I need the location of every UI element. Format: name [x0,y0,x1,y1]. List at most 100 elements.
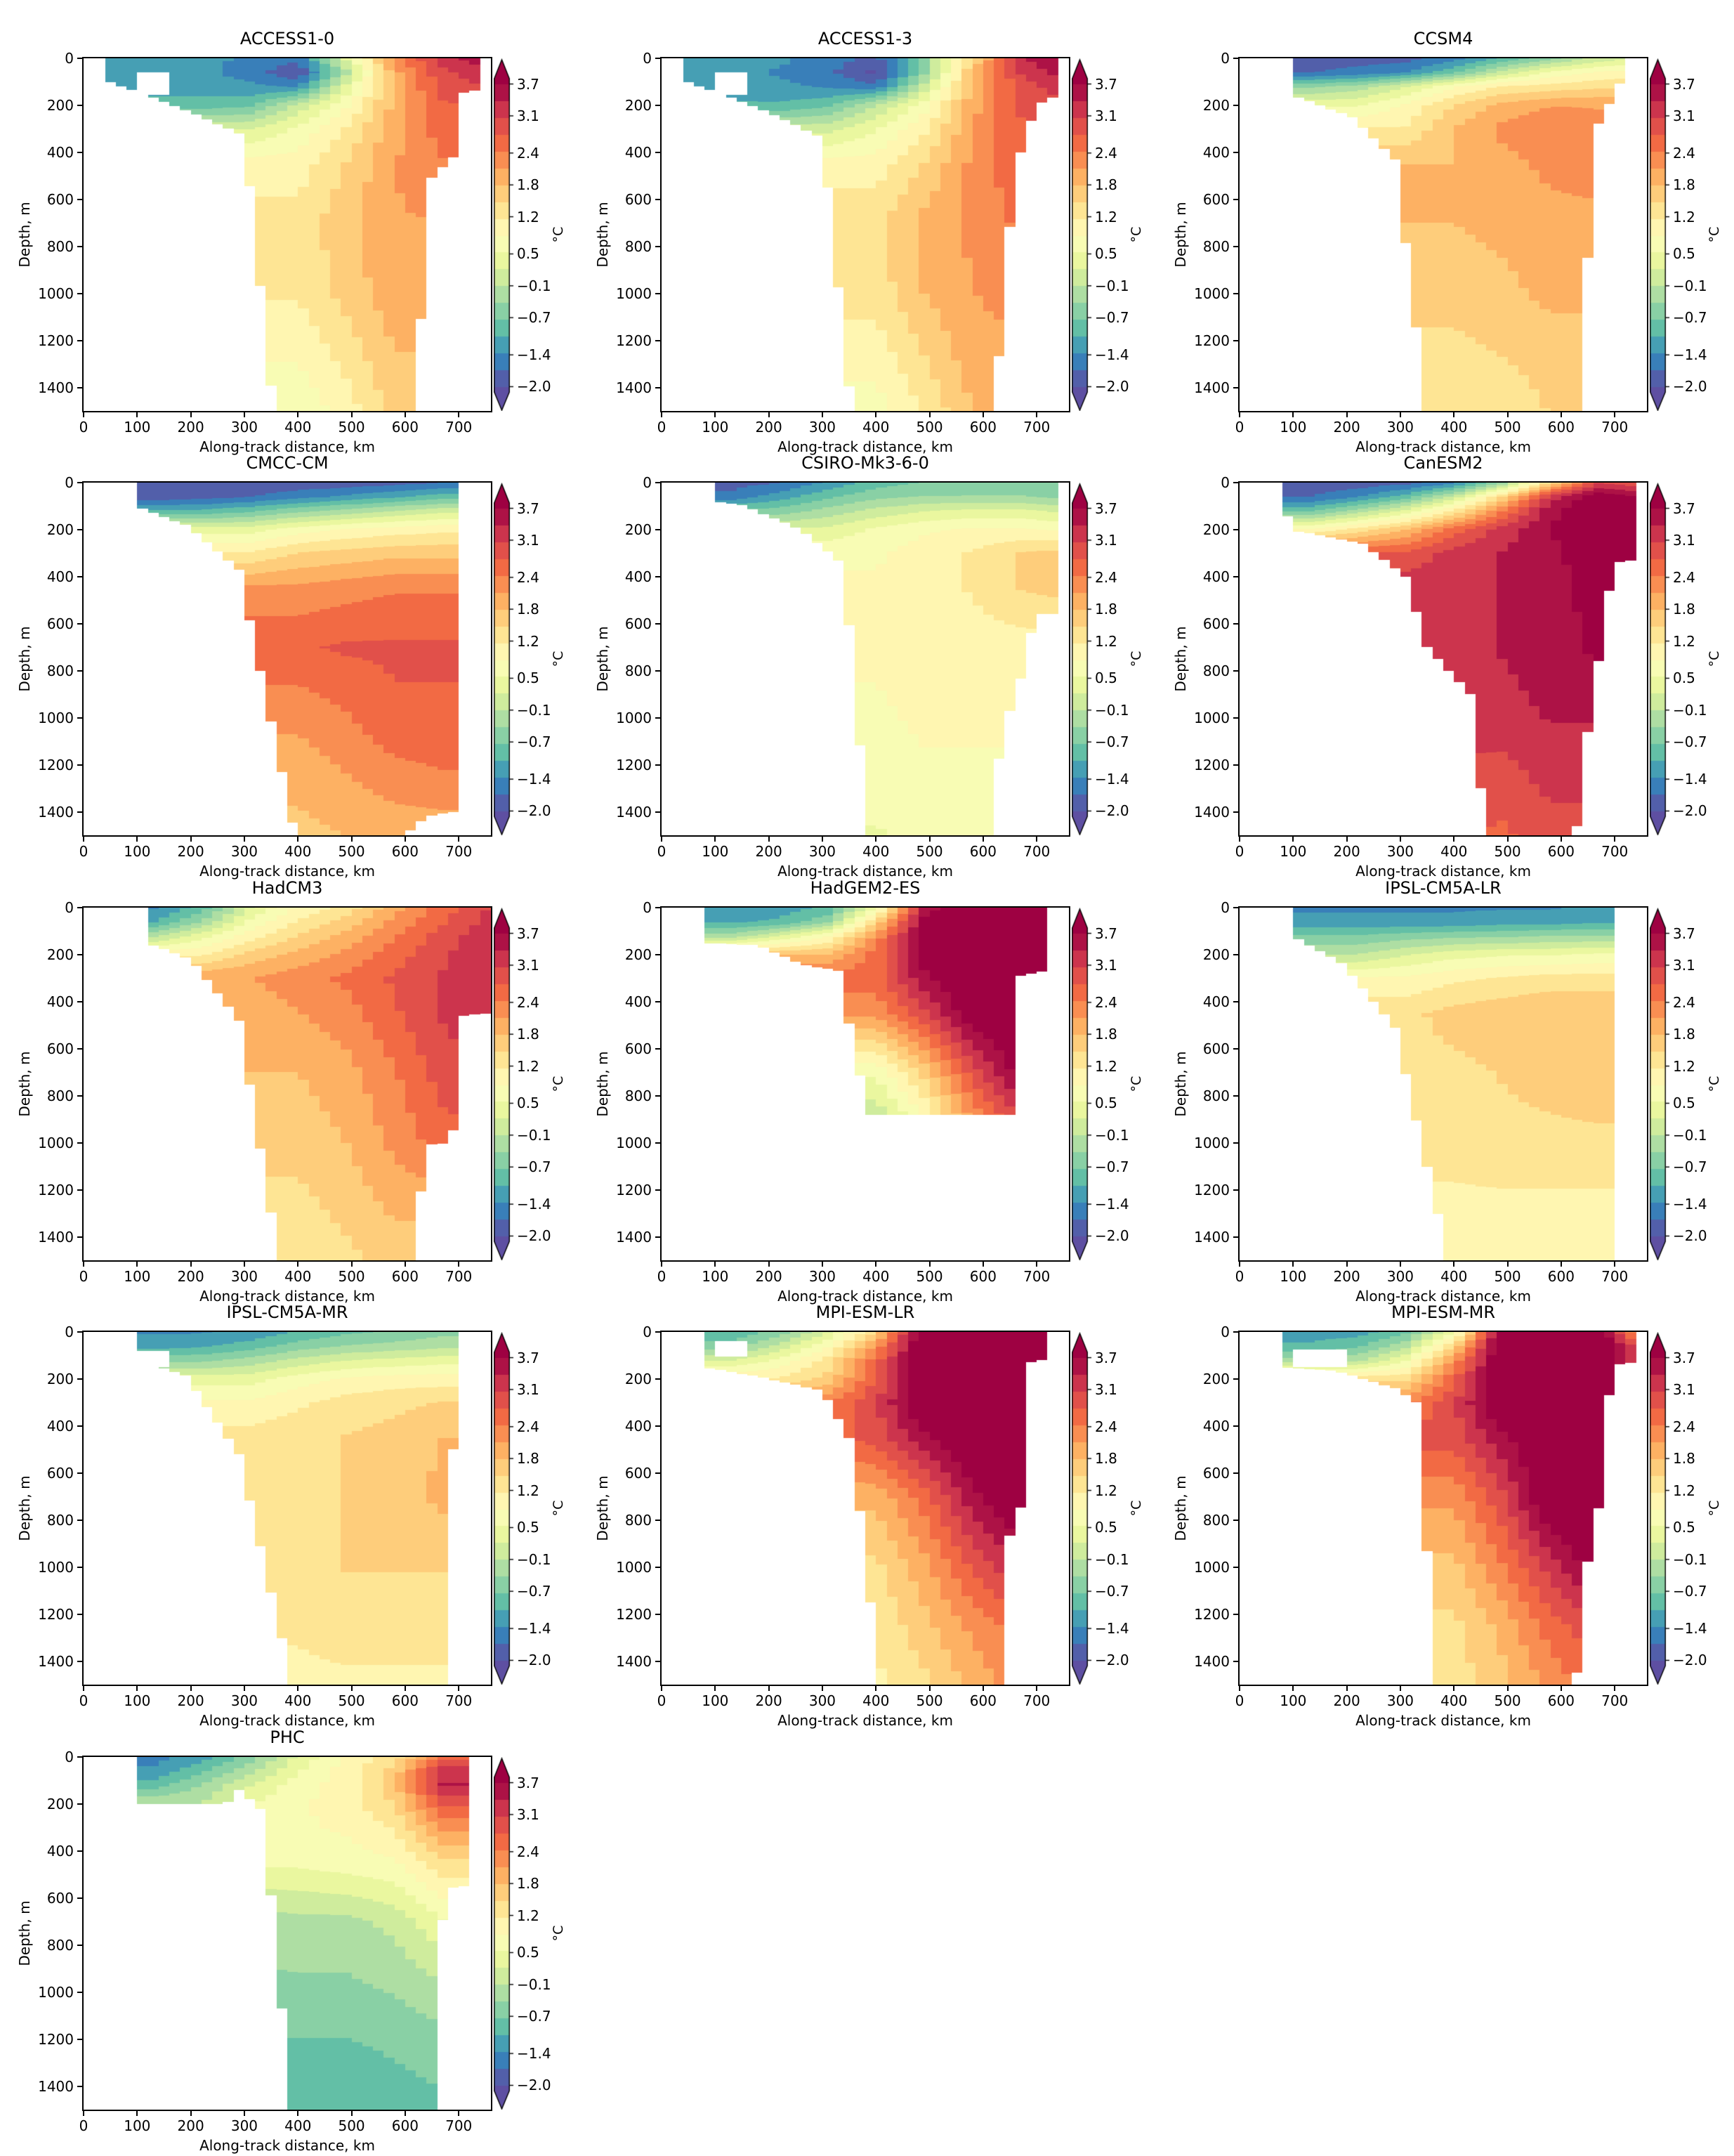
x-tick-mark [1292,412,1294,417]
y-tick-label: 0 [643,50,652,67]
x-tick-mark [768,1262,770,1267]
colorbar-tick-label: 1.8 [517,1450,539,1468]
colorbar-tick-label: 3.7 [517,925,539,942]
x-tick-mark [768,837,770,842]
colorbar-tick-label: 0.5 [1095,1095,1117,1112]
y-tick-mark [77,1944,82,1946]
y-tick-label: 200 [46,1370,74,1387]
x-tick-label: 300 [230,843,258,860]
x-tick-mark [1560,412,1562,417]
y-tick-label: 600 [624,1464,652,1482]
x-tick-mark [458,2111,460,2116]
x-tick-label: 500 [1494,419,1521,436]
x-tick-label: 100 [702,419,729,436]
x-tick-mark [1506,837,1509,842]
x-tick-mark [1292,837,1294,842]
y-tick-label: 1000 [616,1558,652,1576]
x-tick-mark [714,837,716,842]
colorbar-tick-label: 2.4 [1095,993,1117,1011]
x-tick-label: 400 [862,419,890,436]
x-axis-label: Along-track distance, km [1355,863,1531,880]
colorbar-tick-label: 1.2 [517,1907,539,1924]
y-tick-mark [655,245,660,247]
colorbar-tick-label: −0.7 [1673,1583,1707,1600]
y-tick-label: 200 [624,96,652,114]
x-tick-label: 700 [445,419,473,436]
y-axis-label: Depth, m [1172,626,1189,692]
x-tick-label: 500 [338,1692,365,1709]
colorbar-tick-label: 0.5 [1673,245,1695,263]
y-tick-mark [77,1000,82,1002]
colorbar-tick-label: 3.1 [1095,107,1117,124]
x-tick-mark [1036,1686,1038,1691]
colorbar-tick-label: 1.8 [1095,1450,1117,1468]
y-tick-mark [77,622,82,625]
y-tick-label: 200 [624,1370,652,1387]
colorbar-tick-label: 0.5 [1673,1095,1695,1112]
y-tick-label: 1400 [616,1228,652,1246]
colorbar-tick-label: −0.1 [517,701,551,719]
x-tick-label: 500 [916,419,943,436]
colorbar-tick-label: 1.2 [1673,208,1695,226]
colorbar-tick-label: −0.7 [517,1583,551,1600]
colorbar [1072,1332,1093,1685]
y-tick-mark [77,1378,82,1380]
y-tick-label: 800 [624,662,652,679]
colorbar-tick-label: −2.0 [517,1227,551,1245]
y-tick-label: 1200 [38,756,74,773]
x-tick-mark [1346,1262,1348,1267]
colorbar-unit-label: °C [1129,1500,1144,1517]
y-tick-label: 1000 [38,709,74,726]
x-tick-label: 0 [1235,843,1244,860]
x-tick-mark [83,1262,84,1267]
y-tick-label: 400 [624,568,652,585]
y-tick-mark [1233,58,1238,59]
y-tick-mark [77,1756,82,1758]
colorbar-tick-label: −0.1 [1095,1126,1129,1144]
x-tick-label: 0 [1235,419,1244,436]
y-tick-label: 400 [1202,568,1230,585]
y-tick-label: 1000 [38,285,74,302]
x-tick-mark [768,412,770,417]
y-tick-label: 800 [46,1511,74,1529]
y-tick-label: 1000 [1194,709,1230,726]
y-tick-label: 0 [1221,474,1230,491]
y-tick-mark [655,528,660,530]
y-tick-mark [1233,811,1238,813]
x-tick-label: 400 [284,2117,312,2134]
x-tick-label: 700 [1601,419,1629,436]
x-tick-mark [404,2111,406,2116]
y-tick-label: 400 [46,993,74,1010]
x-tick-mark [243,1686,245,1691]
y-tick-label: 1000 [38,1134,74,1151]
y-tick-mark [1233,622,1238,625]
colorbar-tick-label: −0.1 [1095,701,1129,719]
x-tick-mark [875,1262,877,1267]
x-tick-label: 200 [755,843,782,860]
colorbar-tick-label: 2.4 [1673,568,1695,586]
y-tick-mark [77,198,82,200]
x-tick-label: 0 [79,843,88,860]
y-tick-mark [655,1566,660,1568]
y-axis-label: Depth, m [16,626,33,692]
x-tick-label: 700 [445,2117,473,2134]
y-tick-mark [1233,1095,1238,1097]
colorbar-tick-label: −0.1 [1673,1126,1707,1144]
x-tick-label: 400 [1440,843,1468,860]
x-tick-label: 200 [755,1268,782,1285]
x-tick-mark [1506,1686,1509,1691]
y-tick-mark [1233,1189,1238,1191]
x-tick-mark [404,1262,406,1267]
y-axis-label: Depth, m [1172,202,1189,268]
y-axis-label: Depth, m [594,1475,611,1541]
y-tick-mark [655,198,660,200]
colorbar [1072,908,1093,1260]
x-tick-mark [458,837,460,842]
x-tick-mark [821,412,823,417]
x-tick-mark [714,1686,716,1691]
y-tick-label: 800 [1202,1511,1230,1529]
colorbar-tick-label: −0.7 [1095,1158,1129,1176]
colorbar-tick-label: 1.8 [517,1026,539,1043]
x-tick-mark [1292,1262,1294,1267]
y-axis-label: Depth, m [16,1051,33,1117]
